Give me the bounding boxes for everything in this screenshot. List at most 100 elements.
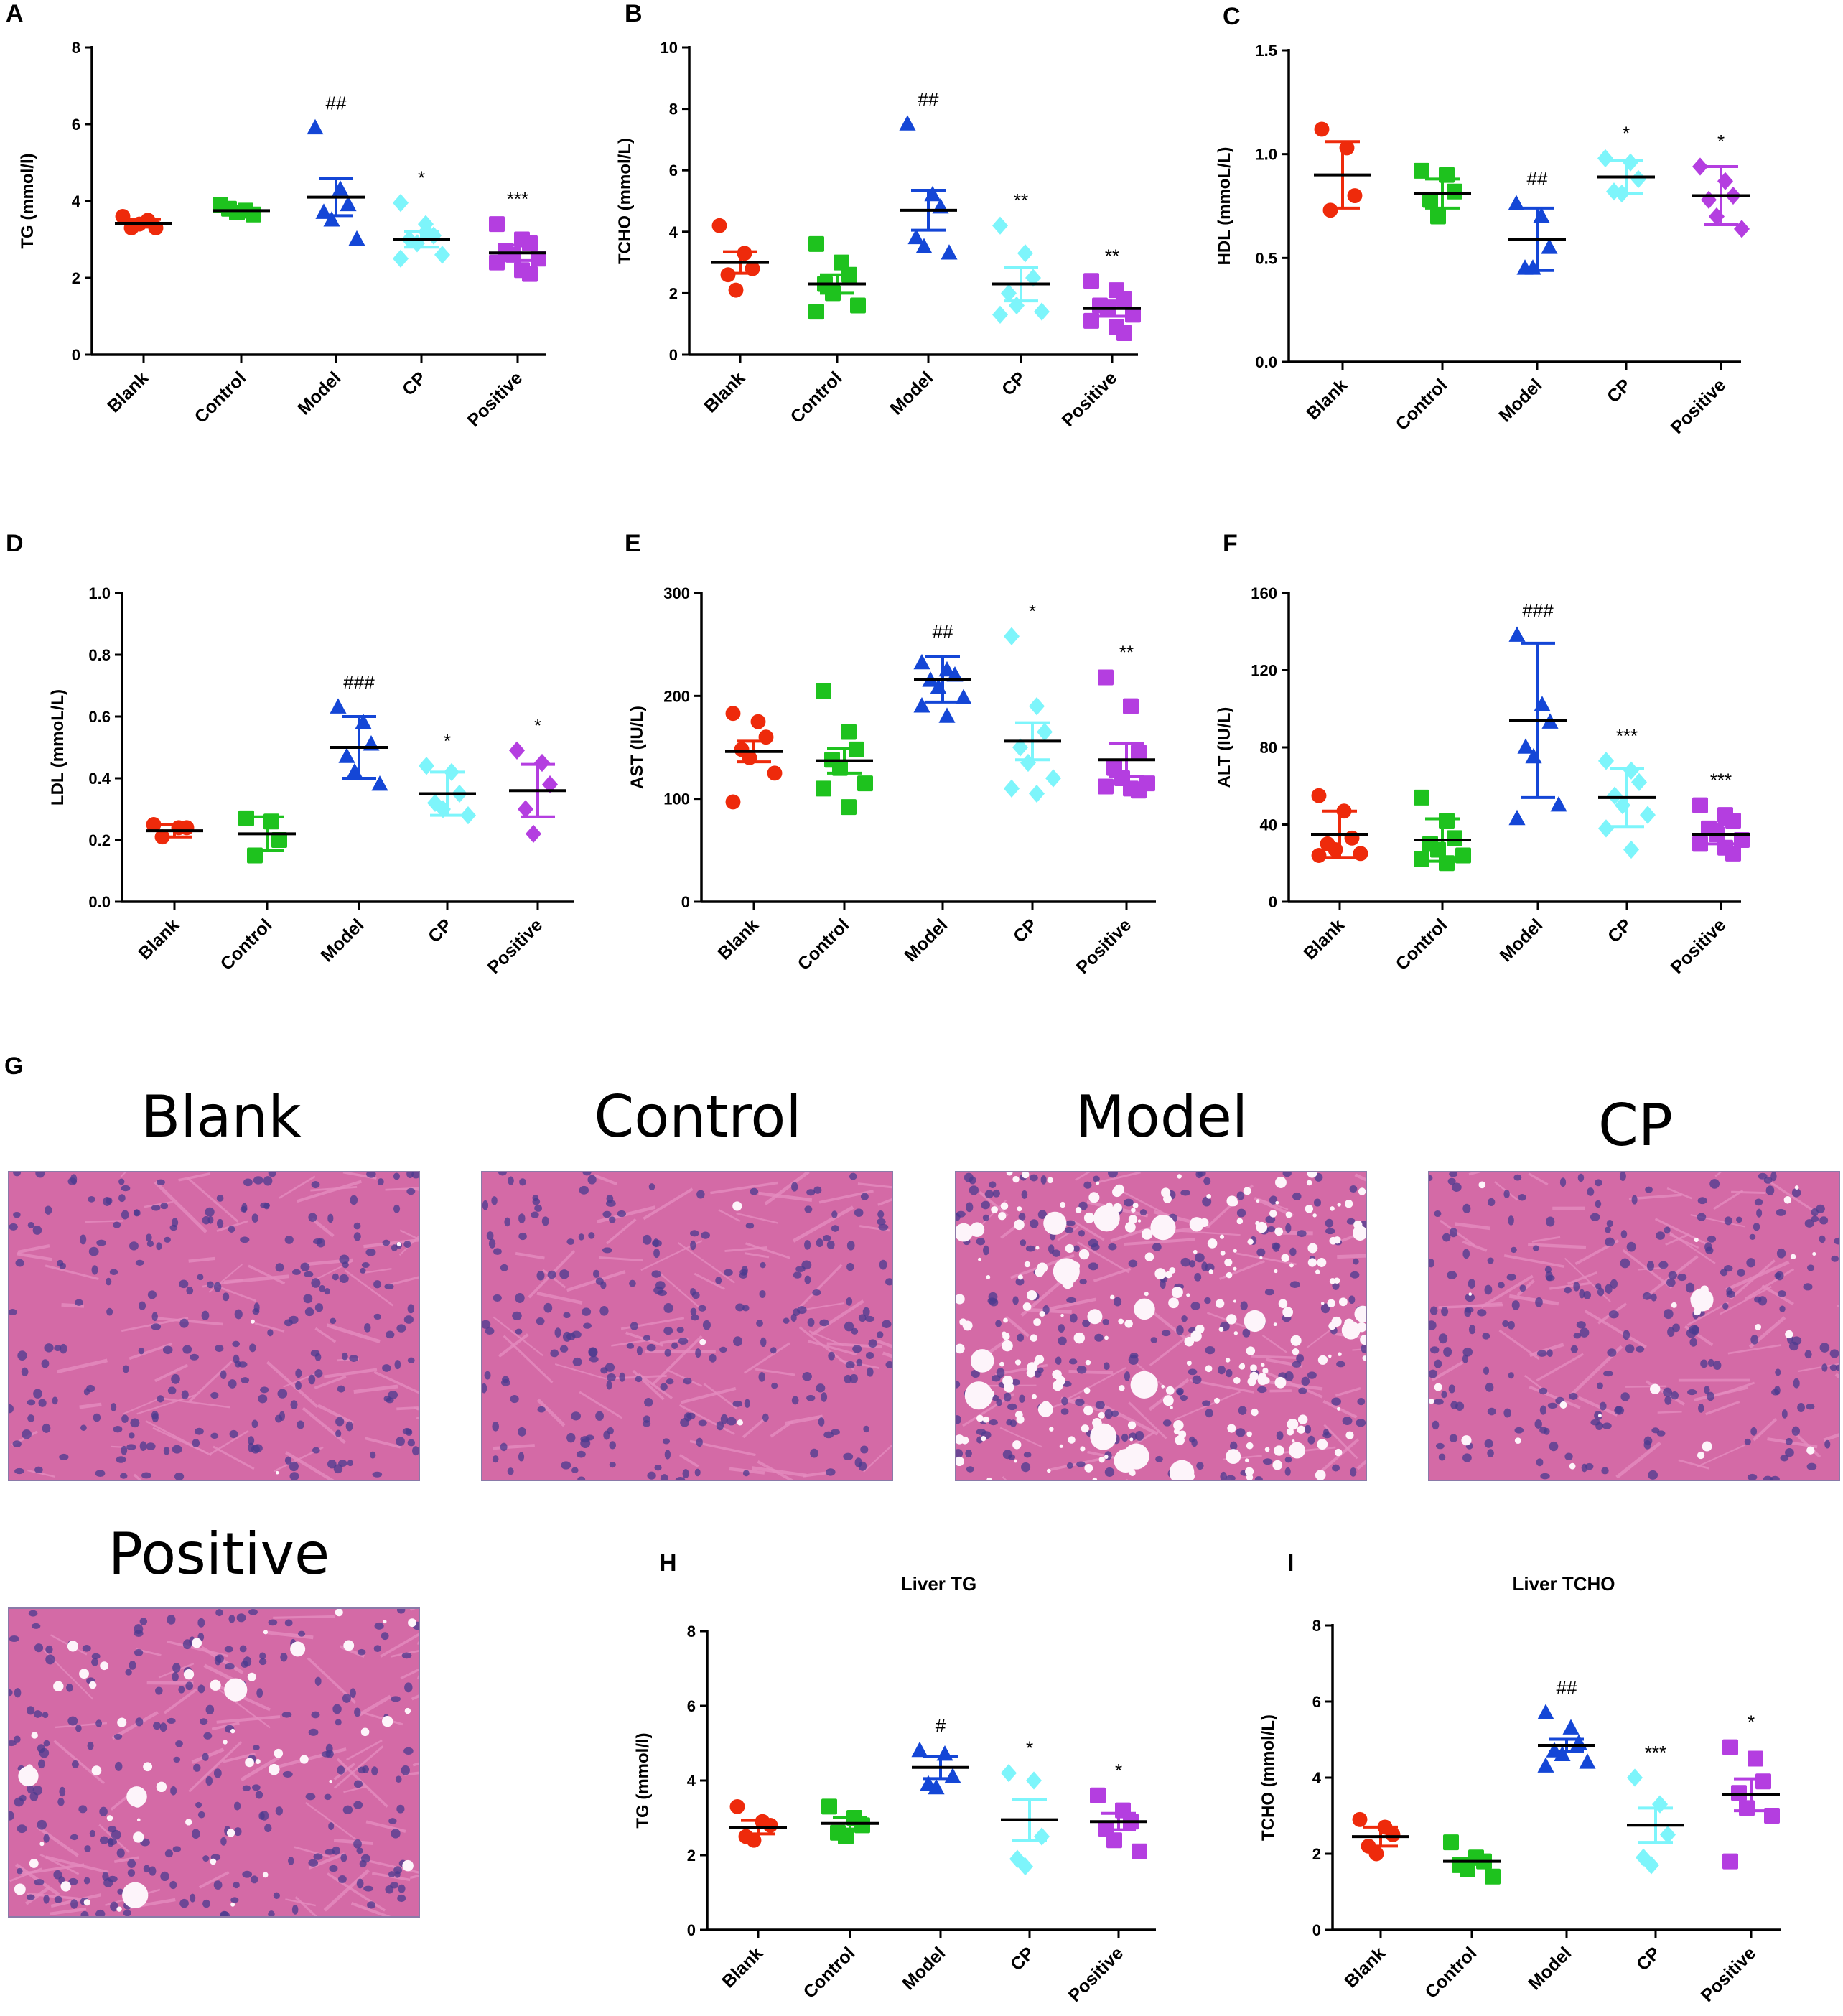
nucleus xyxy=(701,1231,710,1239)
data-point xyxy=(725,706,741,722)
tissue-streak xyxy=(758,1191,813,1202)
tissue-streak xyxy=(1549,1282,1591,1290)
nucleus xyxy=(170,1786,177,1796)
nucleus xyxy=(1770,1172,1777,1182)
nucleus xyxy=(485,1327,495,1335)
fat-vacuole xyxy=(88,1681,97,1689)
nucleus xyxy=(493,1294,502,1302)
nucleus xyxy=(75,1725,82,1732)
nucleus xyxy=(1707,1235,1717,1243)
nucleus xyxy=(1433,1399,1444,1405)
group-control xyxy=(213,197,270,223)
y-tick-label: 0 xyxy=(1269,893,1277,911)
y-axis-title: TCHO (mmol/L) xyxy=(615,138,635,264)
group-model: ### xyxy=(330,671,388,791)
fat-vacuole xyxy=(1092,1477,1098,1480)
y-tick-label: 0.0 xyxy=(1255,353,1277,371)
tissue-streak xyxy=(755,1368,795,1376)
nucleus xyxy=(599,1306,609,1316)
nucleus xyxy=(362,1765,370,1773)
fat-vacuole xyxy=(255,1759,261,1765)
fat-vacuole xyxy=(1129,1437,1134,1442)
nucleus xyxy=(1780,1455,1789,1462)
nucleus xyxy=(230,1897,239,1903)
fat-vacuole xyxy=(1305,1205,1314,1213)
nucleus xyxy=(253,1444,263,1452)
tissue-streak xyxy=(764,1172,810,1206)
nucleus xyxy=(91,1265,98,1275)
fat-vacuole xyxy=(1137,1219,1142,1223)
nucleus xyxy=(771,1382,778,1389)
liver-histology-cp-image xyxy=(1429,1172,1839,1480)
nucleus xyxy=(741,1266,748,1275)
nucleus xyxy=(396,1324,406,1333)
tissue-streak xyxy=(681,1386,737,1404)
nucleus xyxy=(243,1178,253,1187)
nucleus xyxy=(508,1176,514,1185)
nucleus xyxy=(240,1236,250,1243)
tissue-streak xyxy=(1725,1260,1790,1292)
nucleus xyxy=(995,1320,1002,1327)
tissue-streak xyxy=(678,1404,735,1435)
data-point xyxy=(1627,1768,1643,1787)
nucleus xyxy=(971,1369,980,1378)
fat-vacuole xyxy=(106,1815,113,1821)
fat-vacuole xyxy=(1236,1218,1244,1225)
data-point xyxy=(1131,745,1147,761)
nucleus xyxy=(32,1785,43,1796)
nucleus xyxy=(1304,1424,1312,1434)
fat-vacuole xyxy=(1274,1376,1287,1389)
data-point xyxy=(271,832,287,848)
tissue-streak xyxy=(25,1886,51,1905)
fat-vacuole xyxy=(1334,1448,1343,1457)
tissue-streak xyxy=(416,1417,419,1419)
data-point xyxy=(1570,1734,1587,1750)
x-tick-label-control: Control xyxy=(787,368,846,427)
x-tick-label-model: Model xyxy=(294,368,345,419)
tissue-streak xyxy=(515,1251,545,1260)
fat-vacuole xyxy=(210,1858,217,1865)
tissue-streak xyxy=(53,1740,106,1785)
nucleus xyxy=(758,1372,765,1382)
data-point xyxy=(915,238,933,253)
data-point xyxy=(1025,269,1041,287)
nucleus xyxy=(393,1866,402,1875)
nucleus xyxy=(1487,1257,1494,1264)
nucleus xyxy=(507,1467,514,1475)
fat-vacuole xyxy=(1229,1198,1238,1207)
nucleus xyxy=(172,1846,182,1852)
nucleus xyxy=(1443,1347,1452,1358)
nucleus xyxy=(125,1669,132,1676)
nucleus xyxy=(75,1299,83,1306)
fat-vacuole xyxy=(1315,1470,1326,1480)
nucleus xyxy=(89,1829,95,1837)
data-point xyxy=(857,775,873,792)
nucleus xyxy=(500,1264,508,1271)
nucleus xyxy=(821,1392,828,1402)
fat-vacuole xyxy=(1143,1450,1147,1455)
nucleus xyxy=(109,1269,118,1275)
nucleus xyxy=(1704,1386,1710,1394)
fat-vacuole xyxy=(1184,1336,1195,1347)
x-tick-label-blank: Blank xyxy=(1302,375,1351,424)
fat-vacuole xyxy=(1286,1428,1294,1436)
fat-vacuole xyxy=(1356,1322,1366,1333)
nucleus xyxy=(1325,1218,1334,1228)
nucleus xyxy=(1791,1188,1801,1198)
nucleus xyxy=(1597,1287,1605,1297)
nucleus xyxy=(116,1848,125,1858)
tissue-streak xyxy=(1027,1307,1072,1314)
fat-vacuole xyxy=(1227,1424,1236,1433)
nucleus xyxy=(1583,1290,1591,1299)
fat-vacuole xyxy=(1193,1249,1198,1254)
tissue-streak xyxy=(113,1856,140,1864)
fat-vacuole xyxy=(1134,1298,1155,1320)
nucleus xyxy=(311,1278,321,1288)
nucleus xyxy=(225,1663,235,1670)
significance-label: ## xyxy=(326,92,347,113)
fat-vacuole xyxy=(133,1831,144,1843)
tissue-streak xyxy=(391,1649,419,1658)
nucleus xyxy=(484,1371,491,1380)
group-control xyxy=(1414,162,1471,225)
